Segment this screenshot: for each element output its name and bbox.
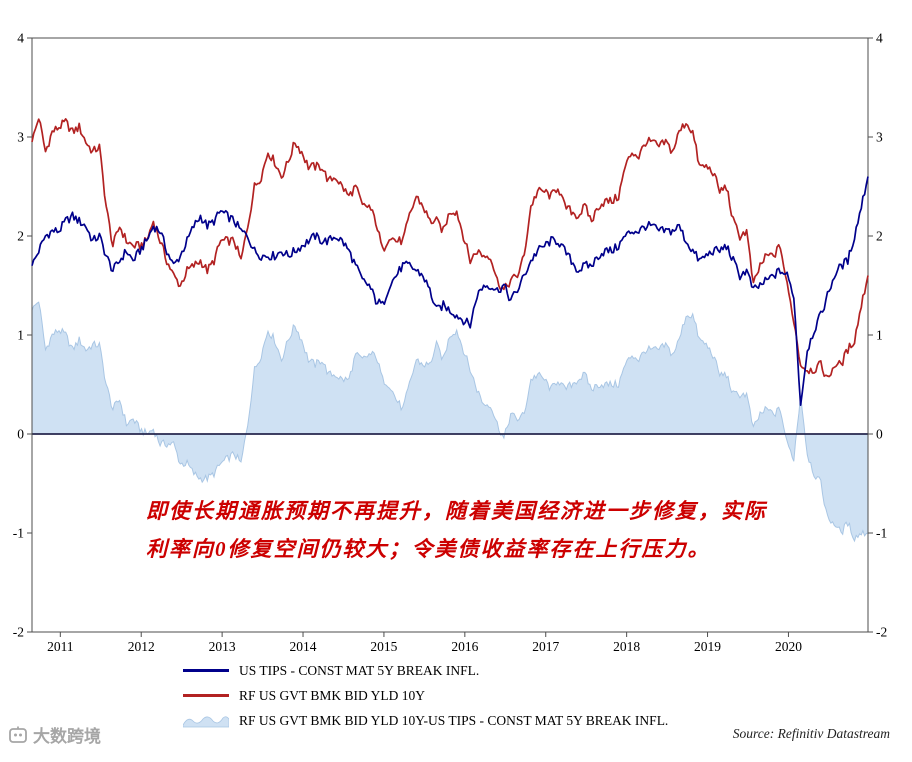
y-axis-tick-label-right: 2 <box>876 229 883 244</box>
legend-label: US TIPS - CONST MAT 5Y BREAK INFL. <box>239 662 480 678</box>
y-axis-tick-label-left: 1 <box>17 328 24 343</box>
blue-line-sample <box>183 669 229 672</box>
x-axis-year-label: 2013 <box>209 639 236 654</box>
legend-item-spread-area: RF US GVT BMK BID YLD 10Y-US TIPS - CONS… <box>183 708 668 733</box>
y-axis-tick-label-left: -2 <box>13 625 24 640</box>
y-axis-tick-label-right: -2 <box>876 625 887 640</box>
legend-label: RF US GVT BMK BID YLD 10Y <box>239 687 426 703</box>
legend-line-swatch-red <box>183 694 229 697</box>
x-axis-year-label: 2016 <box>451 639 478 654</box>
legend-item-10y-yield: RF US GVT BMK BID YLD 10Y <box>183 683 668 708</box>
annotation-text: 即使长期通胀预期不再提升，随着美国经济进一步修复，实际 利率向0修复空间仍较大；… <box>146 492 767 568</box>
x-axis-year-label: 2020 <box>775 639 802 654</box>
chart-legend: US TIPS - CONST MAT 5Y BREAK INFL. RF US… <box>183 658 668 733</box>
y-axis-tick-label-left: -1 <box>13 526 24 541</box>
y-axis-tick-label-right: 0 <box>876 427 883 442</box>
watermark-text: 大数跨境 <box>33 727 101 747</box>
y-axis-tick-label-right: 3 <box>876 130 883 145</box>
breakeven-5y-line <box>31 176 869 407</box>
x-axis-year-label: 2018 <box>613 639 640 654</box>
y-axis-tick-label-left: 2 <box>17 229 24 244</box>
area-sample-icon <box>183 715 229 727</box>
spread-area <box>32 302 868 541</box>
x-axis-year-label: 2015 <box>370 639 397 654</box>
spread-area-outline <box>31 301 869 543</box>
x-axis-year-label: 2011 <box>47 639 74 654</box>
watermark-logo-icon <box>9 726 27 743</box>
yield-10y-line <box>31 118 869 378</box>
legend-label: RF US GVT BMK BID YLD 10Y-US TIPS - CONS… <box>239 712 669 728</box>
y-axis-tick-label-right: 4 <box>876 31 883 46</box>
y-axis-tick-label-left: 4 <box>17 31 24 46</box>
red-line-sample <box>183 694 229 697</box>
x-axis-year-label: 2019 <box>694 639 721 654</box>
x-axis-year-label: 2014 <box>290 639 317 654</box>
legend-line-swatch-blue <box>183 669 229 672</box>
y-axis-tick-label-left: 0 <box>17 427 24 442</box>
line-chart: 4 4 3 3 2 2 1 1 0 0 -1 -1 -2 -2 2011 2012 2013 2014 2015 20… <box>13 31 888 655</box>
y-axis-tick-label-right: -1 <box>876 526 887 541</box>
legend-area-swatch <box>183 713 229 729</box>
y-axis-tick-label-right: 1 <box>876 328 883 343</box>
source-credit: Source: Refinitiv Datastream <box>732 726 890 741</box>
legend-item-tips-breakeven: US TIPS - CONST MAT 5Y BREAK INFL. <box>183 658 668 683</box>
annotation-line-2: 利率向0修复空间仍较大；令美债收益率存在上行压力。 <box>146 537 711 561</box>
x-axis-year-label: 2017 <box>532 639 559 654</box>
watermark: 大数跨境 <box>8 722 101 747</box>
x-axis-year-label: 2012 <box>128 639 155 654</box>
y-axis-tick-label-left: 3 <box>17 130 24 145</box>
annotation-line-1: 即使长期通胀预期不再提升，随着美国经济进一步修复，实际 <box>146 499 767 523</box>
